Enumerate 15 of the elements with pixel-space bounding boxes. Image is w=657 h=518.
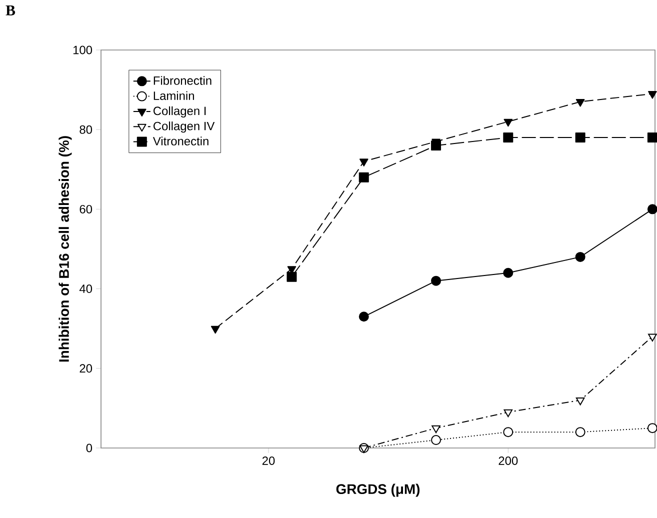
y-axis-title: Inhibition of B16 cell adhesion (%) (58, 136, 72, 362)
x-axis-title: GRGDS (μM) (336, 484, 420, 497)
y-tick-label: 0 (86, 444, 92, 452)
y-tick-label: 80 (80, 125, 92, 134)
y-tick-label: 100 (73, 46, 92, 54)
legend-label: Collagen I (154, 106, 206, 118)
legend-label: Laminin (154, 91, 194, 100)
legend-label: Collagen IV (154, 122, 215, 133)
legend-label: Fibronectin (154, 76, 212, 85)
chart-title: B (6, 6, 16, 16)
y-tick-label: 40 (79, 284, 92, 294)
legend-label: Vitronectin (152, 136, 208, 146)
y-tick-label: 60 (80, 204, 92, 214)
y-tick-label: 20 (80, 364, 92, 373)
x-tick-label: 200 (498, 456, 518, 465)
